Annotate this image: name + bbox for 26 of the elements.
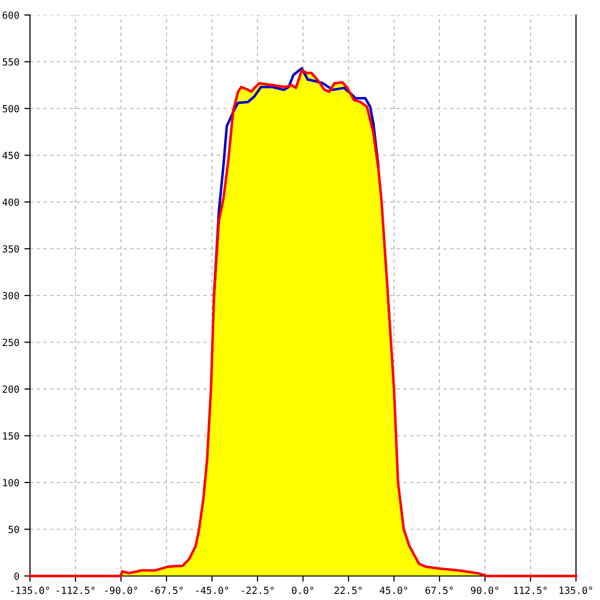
x-tick-label: 45.0° — [380, 586, 408, 594]
x-tick-label: 90.0° — [470, 586, 498, 594]
x-tick-label: 135.0° — [560, 586, 592, 594]
y-tick-label: 500 — [2, 105, 19, 112]
x-tick-label: -112.5° — [56, 586, 95, 594]
x-tick-label: 0.0° — [292, 586, 314, 594]
y-tick-label: 600 — [2, 12, 19, 19]
y-tick-label: 50 — [8, 526, 19, 534]
y-tick-label: 200 — [2, 386, 19, 393]
y-tick-label: 400 — [2, 198, 19, 206]
y-tick-label: 0 — [14, 572, 19, 580]
x-tick-label: -22.5° — [242, 586, 274, 594]
x-tick-label: -90.0° — [105, 586, 138, 594]
x-tick-label: -135.0° — [11, 586, 50, 594]
y-tick-label: 450 — [2, 152, 19, 160]
x-tick-label: -45.0° — [196, 586, 228, 594]
y-tick-label: 550 — [2, 58, 19, 66]
y-tick-label: 100 — [3, 479, 19, 486]
x-tick-label: -67.5° — [150, 586, 183, 594]
y-tick-label: 300 — [2, 292, 19, 300]
x-tick-label: 67.5° — [426, 586, 453, 594]
y-tick-label: 250 — [2, 338, 19, 346]
x-tick-label: 22.5° — [334, 586, 362, 594]
x-tick-label: 112.5° — [514, 586, 547, 594]
y-tick-label: 150 — [3, 432, 19, 440]
y-tick-label: 350 — [2, 245, 19, 253]
